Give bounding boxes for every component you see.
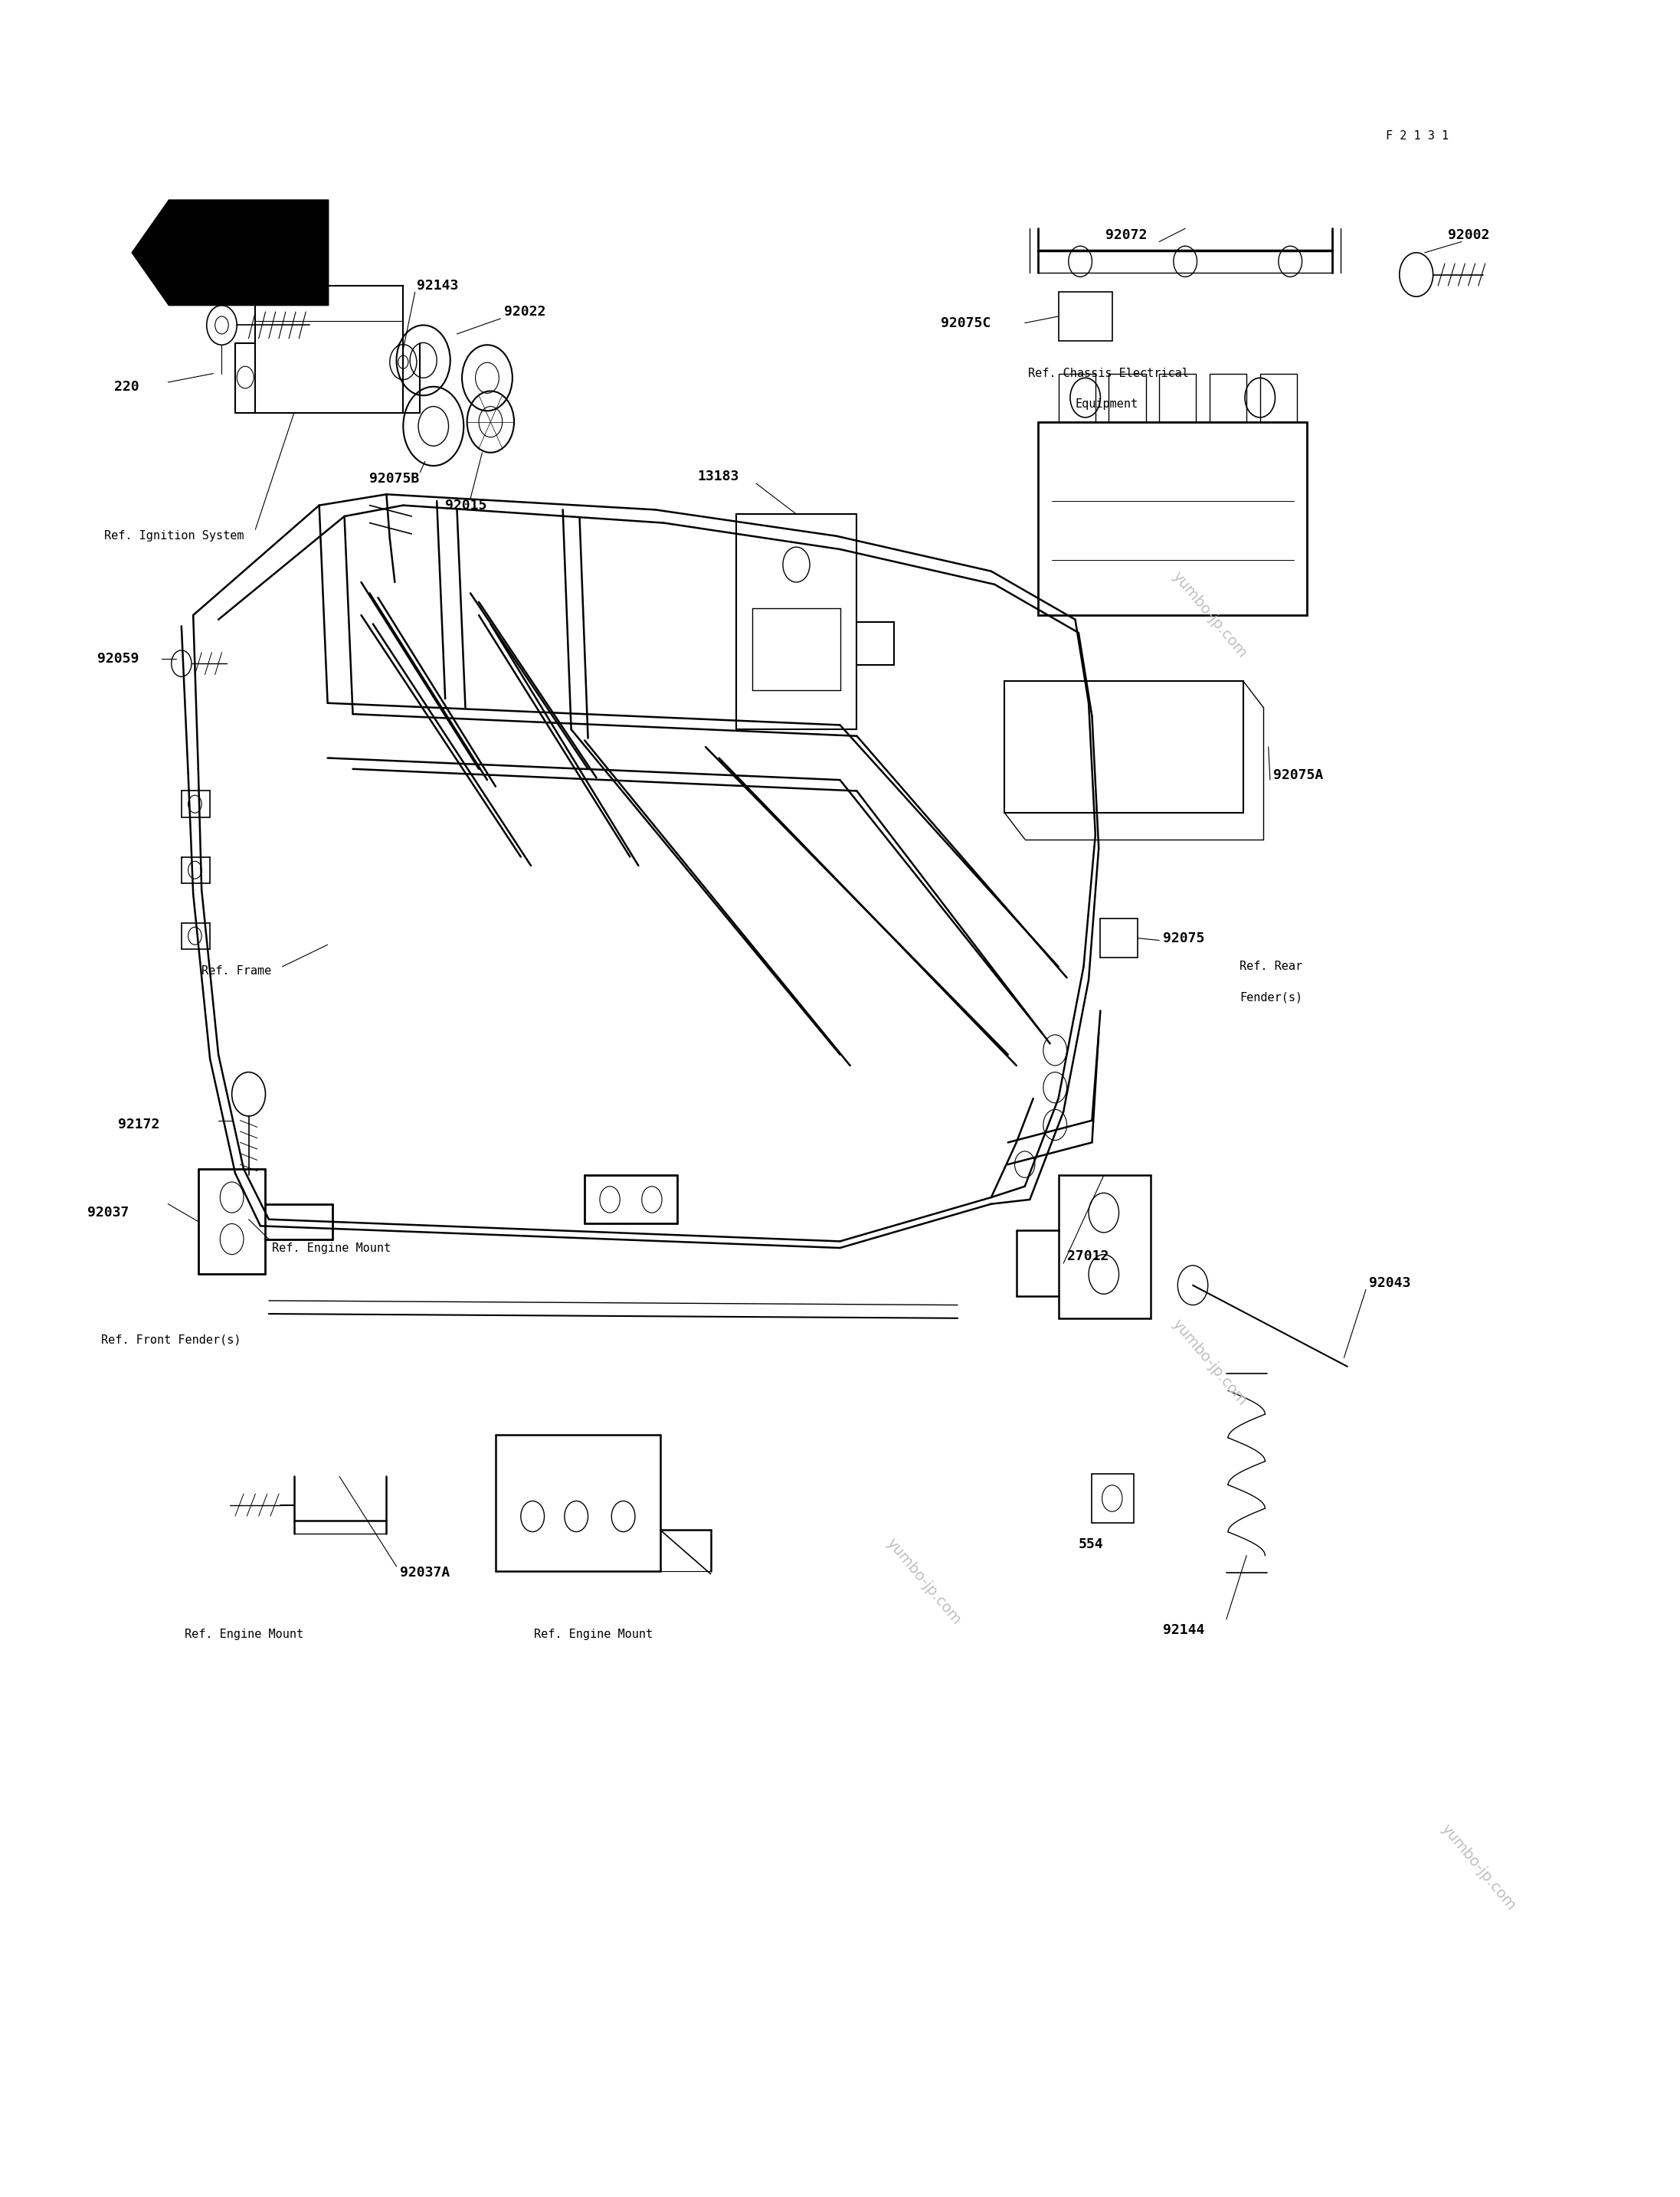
Text: Fender(s): Fender(s) — [1240, 991, 1302, 1004]
Text: 220: 220 — [114, 380, 139, 393]
Text: 92043: 92043 — [1369, 1276, 1411, 1290]
Text: 92072: 92072 — [1105, 228, 1147, 242]
Text: yumbo-jp.com: yumbo-jp.com — [1438, 1821, 1519, 1914]
Text: 92075: 92075 — [1163, 932, 1205, 945]
Text: 92144: 92144 — [1163, 1624, 1205, 1637]
Text: Ref. Ignition System: Ref. Ignition System — [104, 529, 244, 543]
Text: 554: 554 — [1079, 1538, 1104, 1551]
Text: 92002: 92002 — [1448, 228, 1490, 242]
Text: 92143: 92143 — [417, 279, 459, 292]
Text: Ref. Engine Mount: Ref. Engine Mount — [534, 1628, 654, 1641]
Text: Ref. Front Fender(s): Ref. Front Fender(s) — [101, 1334, 240, 1347]
Text: Equipment: Equipment — [1075, 398, 1137, 411]
Text: 92075B: 92075B — [370, 472, 420, 486]
Text: 92037: 92037 — [87, 1206, 129, 1219]
Text: Ref. Rear: Ref. Rear — [1240, 960, 1302, 973]
Text: Ref. Chassis Electrical: Ref. Chassis Electrical — [1028, 367, 1189, 380]
Text: 92059: 92059 — [97, 653, 139, 666]
Text: 92022: 92022 — [504, 305, 546, 319]
Text: yumbo-jp.com: yumbo-jp.com — [884, 1536, 964, 1628]
Text: FRONT: FRONT — [245, 248, 279, 257]
Text: Ref. Engine Mount: Ref. Engine Mount — [185, 1628, 304, 1641]
Text: 92075A: 92075A — [1273, 769, 1324, 782]
Text: 92172: 92172 — [118, 1118, 160, 1131]
Text: 92015: 92015 — [445, 499, 487, 512]
Text: 27012: 27012 — [1067, 1250, 1109, 1263]
Text: 92075C: 92075C — [941, 316, 991, 330]
Text: yumbo-jp.com: yumbo-jp.com — [1169, 1316, 1250, 1408]
Text: Ref. Frame: Ref. Frame — [202, 964, 272, 978]
Text: F 2 1 3 1: F 2 1 3 1 — [1386, 130, 1448, 143]
Text: 13183: 13183 — [697, 470, 739, 483]
Text: 92037A: 92037A — [400, 1566, 450, 1580]
Text: Ref. Engine Mount: Ref. Engine Mount — [272, 1241, 391, 1254]
Polygon shape — [131, 200, 329, 305]
Text: yumbo-jp.com: yumbo-jp.com — [1169, 569, 1250, 661]
